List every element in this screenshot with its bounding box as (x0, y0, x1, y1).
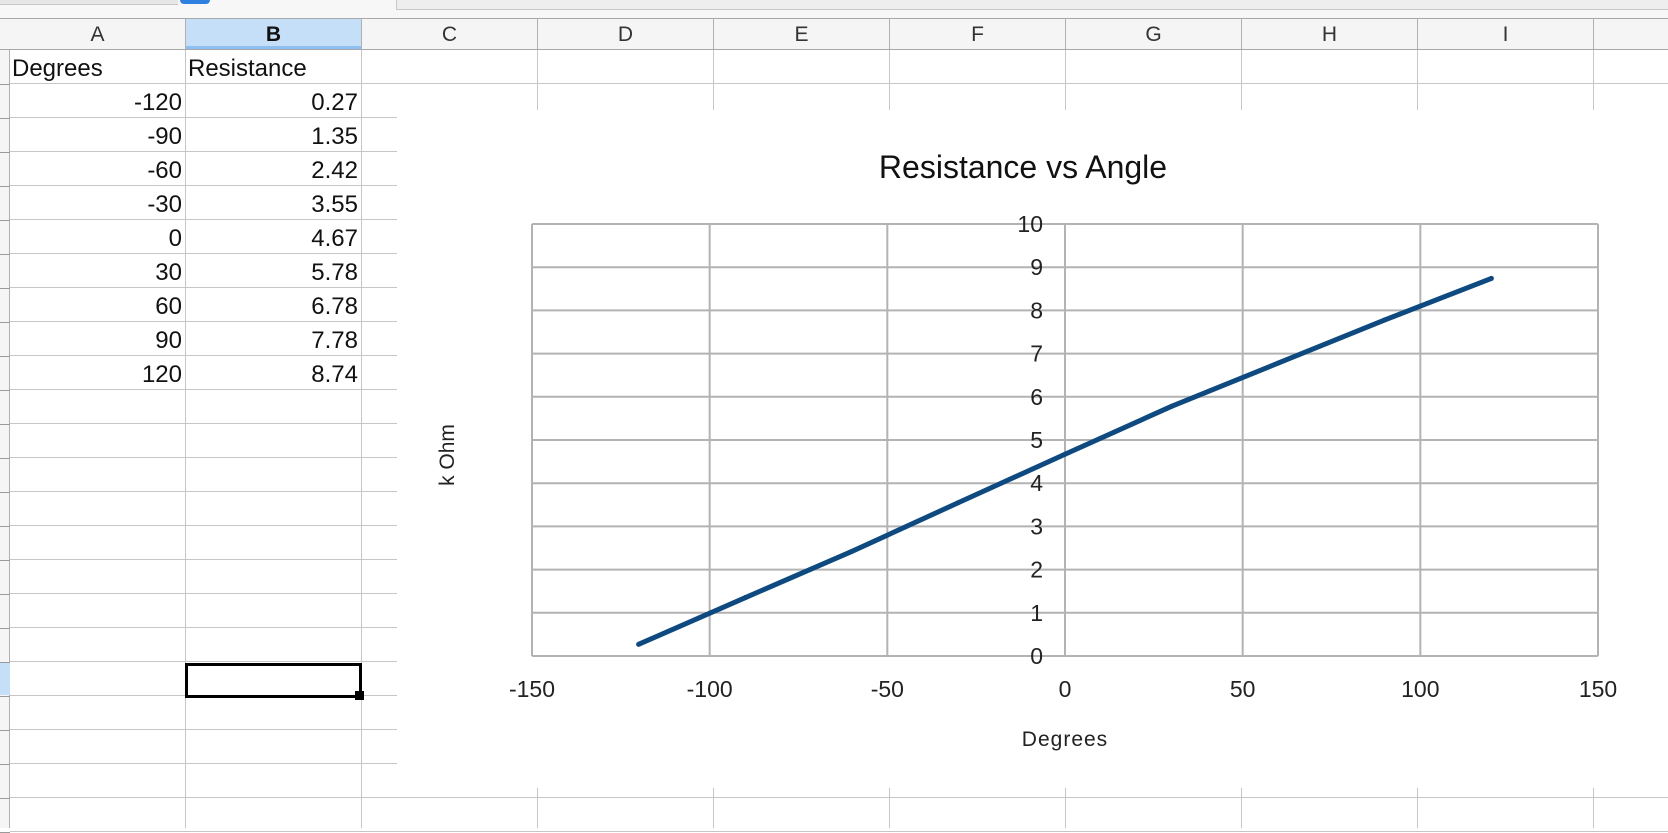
row-gridline (10, 797, 1668, 798)
column-header-h[interactable]: H (1242, 19, 1418, 49)
degrees-cell[interactable]: 90 (155, 327, 182, 354)
y-tick-label: 0 (1030, 643, 1043, 669)
row-separator (0, 798, 10, 799)
resistance-cell[interactable]: 8.74 (311, 361, 358, 388)
row-separator (0, 594, 10, 595)
column-header-a[interactable]: A (10, 19, 186, 49)
name-box[interactable] (0, 0, 178, 5)
degrees-cell[interactable]: -30 (147, 191, 182, 218)
row-separator (0, 118, 10, 119)
name-box-dropdown-button[interactable] (180, 0, 210, 4)
row-separator (0, 662, 10, 663)
x-axis-label: Degrees (1022, 728, 1108, 751)
degrees-cell[interactable]: -60 (147, 157, 182, 184)
row-gridline (10, 831, 1668, 832)
y-tick-label: 6 (1030, 384, 1043, 410)
column-header-i[interactable]: I (1418, 19, 1594, 49)
embedded-chart[interactable]: 0 1 2 3 4 5 6 7 8 9 10 -150 -100 -50 0 50 100 150 Resistan… (397, 110, 1668, 788)
row-separator (0, 84, 10, 85)
column-header-f[interactable]: F (890, 19, 1066, 49)
x-tick-label: 150 (1579, 676, 1617, 702)
resistance-cell[interactable]: 3.55 (311, 191, 358, 218)
row-separator (0, 356, 10, 357)
chart-svg: 0 1 2 3 4 5 6 7 8 9 10 -150 -100 -50 0 50 100 150 Resistan… (436, 149, 1617, 751)
row-separator (0, 526, 10, 527)
data-point (1488, 275, 1494, 281)
y-tick-label: 10 (1017, 211, 1043, 237)
y-tick-label: 4 (1030, 470, 1043, 496)
row-separator (0, 628, 10, 629)
degrees-cell[interactable]: 30 (155, 259, 182, 286)
column-gridline (185, 50, 186, 828)
data-point (1169, 403, 1175, 409)
row-separator (0, 390, 10, 391)
column-header-g[interactable]: G (1066, 19, 1242, 49)
data-point (955, 500, 961, 506)
degrees-cell[interactable]: -120 (133, 89, 182, 116)
x-tick-label: 0 (1059, 676, 1072, 702)
resistance-cell[interactable]: 6.78 (311, 293, 358, 320)
y-axis-label: k Ohm (436, 424, 459, 486)
toolbar-strip (0, 0, 1668, 18)
formula-bar[interactable] (396, 0, 1668, 10)
x-tick-label: -100 (687, 676, 733, 702)
y-tick-label: 1 (1030, 600, 1043, 626)
row-separator (0, 458, 10, 459)
data-point (1275, 360, 1281, 366)
resistance-cell[interactable]: 0.27 (311, 89, 358, 116)
row-separator (0, 254, 10, 255)
y-tick-label: 7 (1030, 341, 1043, 367)
row-separator (0, 288, 10, 289)
fill-handle[interactable] (355, 691, 364, 700)
degrees-cell[interactable]: -90 (147, 123, 182, 150)
resistance-cell[interactable]: 7.78 (311, 327, 358, 354)
row-separator (0, 730, 10, 731)
data-point (742, 595, 748, 601)
row-separator (0, 322, 10, 323)
row-separator (0, 424, 10, 425)
data-point (849, 548, 855, 554)
degrees-cell[interactable]: 0 (168, 225, 182, 252)
x-tick-label: 50 (1230, 676, 1256, 702)
column-header-b[interactable]: B (186, 19, 362, 49)
row-separator (0, 764, 10, 765)
row-separator (0, 220, 10, 221)
y-tick-label: 3 (1030, 513, 1043, 539)
column-header-e[interactable]: E (714, 19, 890, 49)
x-tick-label: -150 (509, 676, 555, 702)
row-header-strip (0, 50, 10, 833)
chart-title: Resistance vs Angle (879, 149, 1167, 185)
row-separator (0, 560, 10, 561)
x-tick-label: 100 (1401, 676, 1439, 702)
y-tick-label: 2 (1030, 557, 1043, 583)
column-header-d[interactable]: D (538, 19, 714, 49)
data-point (636, 641, 642, 647)
row-separator (0, 152, 10, 153)
resistance-cell[interactable]: 5.78 (311, 259, 358, 286)
row-separator (0, 492, 10, 493)
column-header-c[interactable]: C (362, 19, 538, 49)
row-header-selected[interactable] (0, 662, 10, 695)
degrees-cell[interactable]: 60 (155, 293, 182, 320)
column-header-next[interactable] (1594, 19, 1668, 49)
resistance-cell[interactable]: 4.67 (311, 225, 358, 252)
column-gridline (361, 50, 362, 828)
data-point (1382, 317, 1388, 323)
degrees-cell[interactable]: 120 (141, 361, 182, 388)
y-tick-label: 8 (1030, 297, 1043, 323)
y-tick-label: 5 (1030, 427, 1043, 453)
resistance-cell[interactable]: 1.35 (311, 123, 358, 150)
row-separator (0, 186, 10, 187)
row-separator (0, 696, 10, 697)
x-tick-label: -50 (871, 676, 904, 702)
header-cell-degrees[interactable]: Degrees (12, 55, 103, 82)
row-gridline (10, 83, 1668, 84)
resistance-cell[interactable]: 2.42 (311, 157, 358, 184)
y-tick-label: 9 (1030, 254, 1043, 280)
header-cell-resistance[interactable]: Resistance (188, 55, 307, 82)
active-cell-cursor[interactable] (185, 663, 362, 698)
data-point (1062, 451, 1068, 457)
